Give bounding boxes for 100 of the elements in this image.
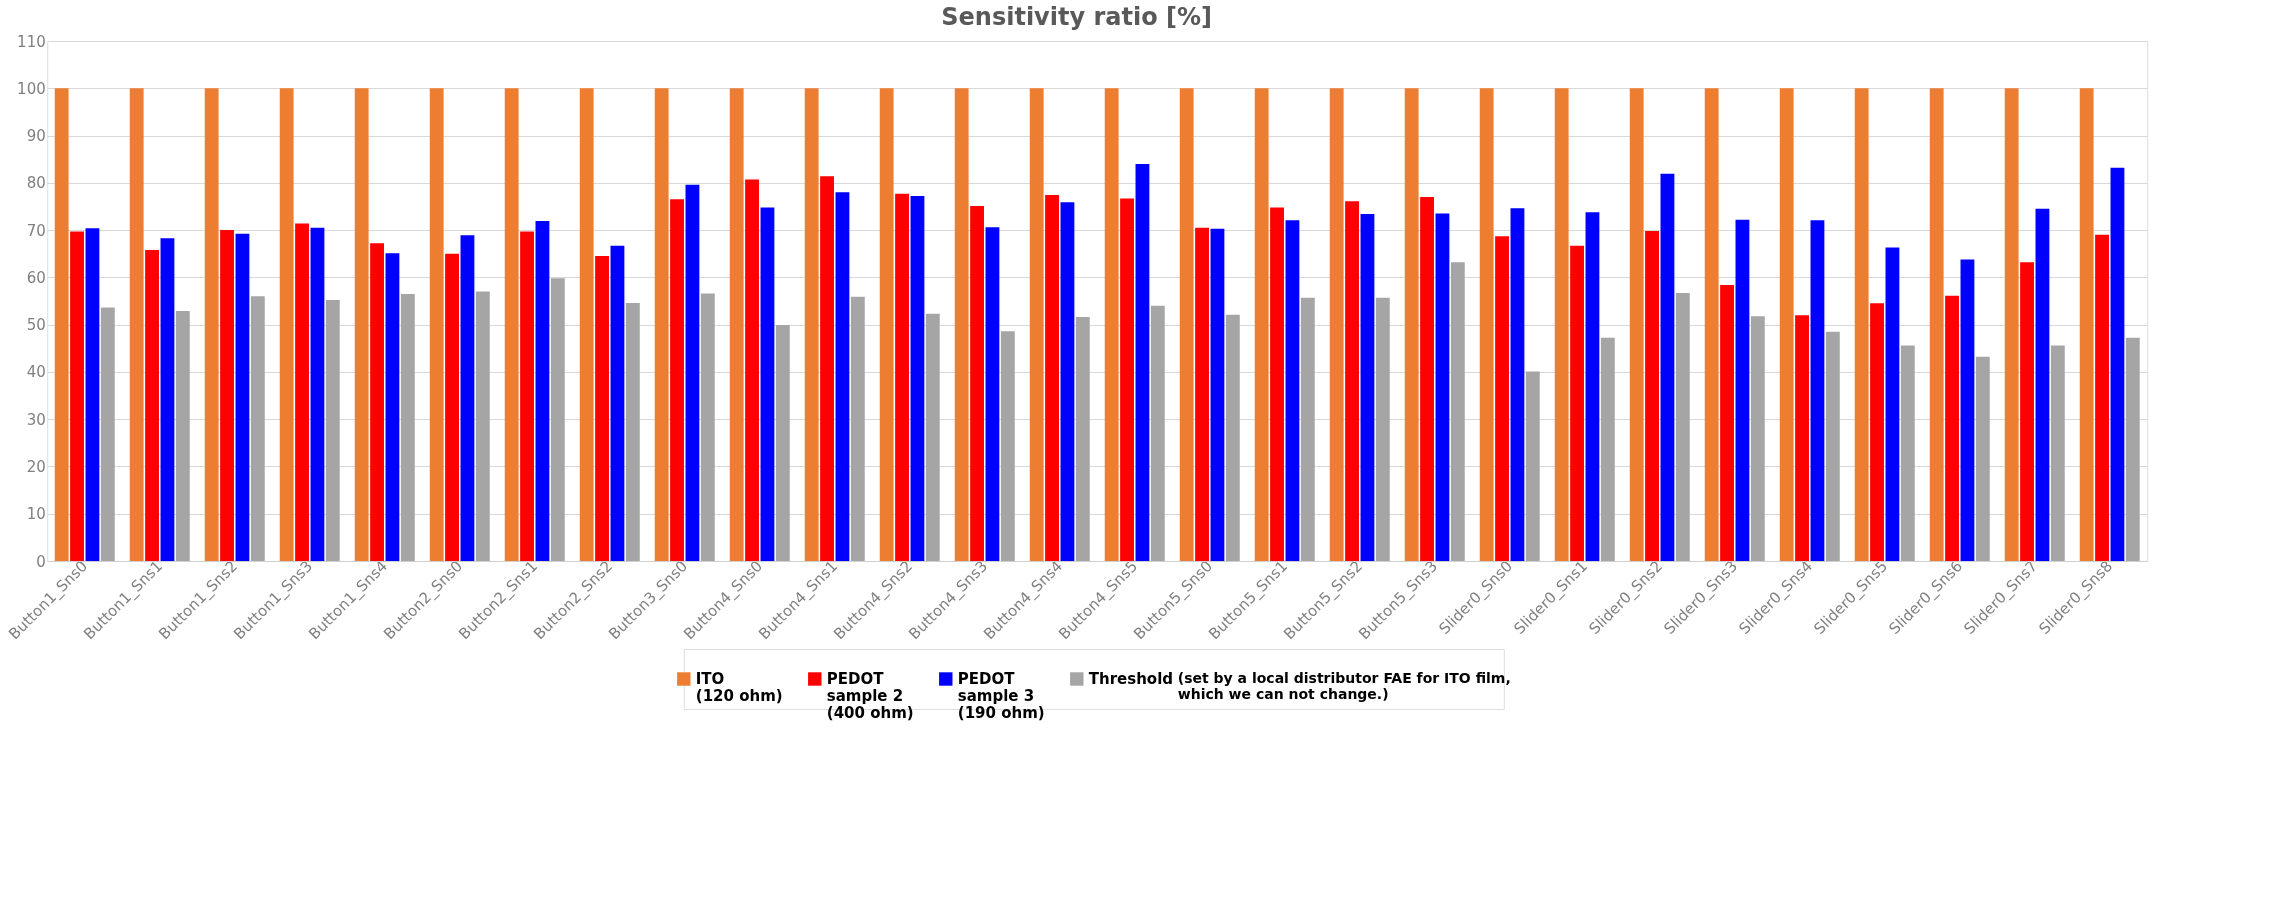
chart-title: Sensitivity ratio [%] <box>941 2 1212 31</box>
legend-label: Threshold <box>1088 670 1174 688</box>
bar <box>325 300 340 561</box>
bar <box>1225 314 1240 561</box>
bar <box>2004 88 2019 561</box>
legend-label: PEDOT sample 2 (400 ohm) <box>826 670 914 722</box>
bar <box>654 88 669 561</box>
bar <box>1854 88 1869 561</box>
bar <box>1120 198 1134 561</box>
bar <box>1629 88 1644 561</box>
bar <box>760 207 775 561</box>
bar <box>445 253 459 561</box>
bar <box>400 293 415 561</box>
bar <box>2095 234 2109 561</box>
bar <box>2079 88 2094 561</box>
bar <box>820 176 834 561</box>
bar <box>1329 88 1344 561</box>
bar <box>1285 220 1300 561</box>
bar <box>1585 212 1600 561</box>
y-tick-label: 90 <box>26 127 46 146</box>
bar <box>250 296 265 561</box>
bar <box>175 310 190 561</box>
bar <box>1104 88 1119 561</box>
bar <box>1375 297 1390 561</box>
bar <box>1929 88 1944 561</box>
bar <box>1075 317 1090 561</box>
bar <box>1750 316 1765 561</box>
bar <box>835 192 850 561</box>
bar <box>1720 284 1734 561</box>
bar <box>1345 201 1359 561</box>
bar <box>535 221 550 561</box>
bar <box>610 245 625 561</box>
bar <box>145 249 159 561</box>
bar <box>129 88 144 561</box>
bar <box>2110 167 2125 561</box>
bar <box>2050 345 2065 561</box>
bar <box>985 227 1000 561</box>
bar <box>1525 371 1540 561</box>
bar <box>1735 219 1750 561</box>
bar <box>700 293 715 561</box>
bar <box>670 199 684 561</box>
legend-label: PEDOT sample 3 (190 ohm) <box>957 670 1045 722</box>
bar <box>204 88 219 561</box>
bar <box>1975 356 1990 561</box>
y-tick-label: 20 <box>26 457 46 476</box>
y-tick-label: 50 <box>26 316 46 335</box>
bar <box>1195 227 1209 561</box>
bar <box>1810 220 1825 561</box>
bar <box>1570 245 1584 561</box>
bar <box>895 193 909 561</box>
bar <box>625 302 640 561</box>
y-tick-label: 10 <box>26 505 46 524</box>
y-tick-label: 70 <box>26 221 46 240</box>
bar <box>295 223 309 561</box>
bar <box>1300 297 1315 561</box>
bar <box>1554 88 1569 561</box>
bar <box>1885 247 1900 561</box>
bar <box>354 88 369 561</box>
bar <box>1270 207 1284 561</box>
bar <box>160 238 175 561</box>
bar <box>1029 88 1044 561</box>
bar <box>970 205 984 561</box>
y-tick-label: 80 <box>26 174 46 193</box>
bar <box>879 88 894 561</box>
bar <box>70 231 84 561</box>
bar <box>520 231 534 561</box>
bar <box>1645 231 1659 561</box>
bar <box>54 88 69 561</box>
bar <box>954 88 969 561</box>
bar <box>85 228 100 561</box>
bar <box>910 196 925 561</box>
y-tick-label: 110 <box>17 32 46 51</box>
bar <box>1420 197 1434 561</box>
bar <box>685 184 700 561</box>
bar <box>1045 195 1059 561</box>
bar <box>1600 337 1615 561</box>
bar <box>1435 213 1450 561</box>
bar <box>1704 88 1719 561</box>
bar <box>745 179 759 561</box>
bar <box>850 296 865 561</box>
bar <box>804 88 819 561</box>
bar <box>1960 259 1975 561</box>
bar <box>1495 236 1509 561</box>
bar <box>1825 331 1840 561</box>
bar <box>595 256 609 561</box>
bar <box>1150 305 1165 561</box>
y-tick-label: 100 <box>17 79 46 98</box>
bar <box>2020 262 2034 561</box>
bar <box>235 233 250 561</box>
bar <box>1179 88 1194 561</box>
bar <box>1870 303 1884 561</box>
bar <box>504 88 519 561</box>
bar <box>1900 345 1915 561</box>
bar <box>475 291 490 561</box>
bar <box>279 88 294 561</box>
bar <box>385 253 400 561</box>
bar <box>729 88 744 561</box>
bar <box>460 235 475 561</box>
text: (set by a local distributor FAE for ITO film, which we can not change.) <box>1177 670 1511 702</box>
bar <box>579 88 594 561</box>
